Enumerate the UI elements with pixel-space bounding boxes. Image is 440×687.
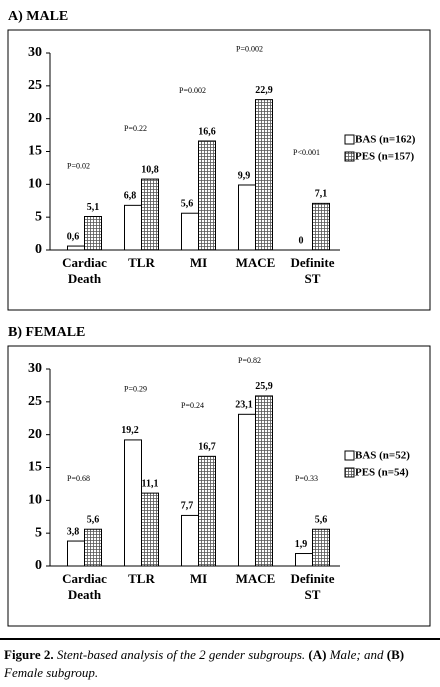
panel-title: A) MALE <box>8 9 68 24</box>
value-label: 6,8 <box>124 191 137 202</box>
value-label: 22,9 <box>255 85 273 96</box>
bar <box>198 140 216 251</box>
bar <box>141 492 159 567</box>
value-label: 7,1 <box>315 189 328 200</box>
y-tick-label: 25 <box>28 78 42 93</box>
y-tick-label: 10 <box>28 493 42 508</box>
value-label: 25,9 <box>255 381 273 392</box>
y-tick-label: 15 <box>28 460 42 475</box>
y-tick-label: 10 <box>28 177 42 192</box>
value-label: 11,1 <box>142 478 159 489</box>
value-label: 5,6 <box>315 515 328 526</box>
p-value: P=0.33 <box>295 474 318 483</box>
y-tick-label: 5 <box>35 525 42 540</box>
value-label: 7,7 <box>181 501 194 512</box>
legend-label: PES (n=54) <box>355 467 409 479</box>
x-tick-label: TLR <box>128 255 155 270</box>
p-value: P=0.68 <box>67 474 90 483</box>
bar <box>255 99 273 251</box>
legend-swatch <box>344 450 355 461</box>
p-value: P=0.02 <box>67 161 90 170</box>
x-tick-label: Cardiac Death <box>62 255 107 286</box>
p-value: P=0.82 <box>238 356 261 365</box>
bar <box>312 202 330 251</box>
caption-text: Female subgroup. <box>4 665 99 680</box>
bar <box>181 212 199 251</box>
bar <box>295 553 313 567</box>
value-label: 0,6 <box>67 231 80 242</box>
p-value: P=0.002 <box>179 86 206 95</box>
legend-swatch <box>344 151 355 162</box>
x-tick-label: MI <box>189 255 208 270</box>
bar <box>238 184 256 251</box>
bar <box>84 528 102 567</box>
x-tick-label: MACE <box>235 255 276 270</box>
bar <box>198 455 216 567</box>
y-tick-label: 20 <box>28 111 42 126</box>
value-label: 9,9 <box>238 170 251 181</box>
y-tick-label: 20 <box>28 427 42 442</box>
value-label: 5,1 <box>87 202 100 213</box>
value-label: 23,1 <box>235 400 253 411</box>
value-label: 1,9 <box>295 539 308 550</box>
x-tick-label: Definite ST <box>290 571 335 602</box>
y-tick-label: 30 <box>28 45 42 60</box>
legend-swatch <box>344 134 355 145</box>
value-label: 5,6 <box>87 515 100 526</box>
bar <box>124 204 142 251</box>
caption-text: Figure 2. <box>4 647 54 662</box>
value-label: 19,2 <box>121 425 139 436</box>
bar <box>312 528 330 567</box>
bar <box>124 439 142 567</box>
bar <box>255 395 273 567</box>
caption-text: Male; and <box>329 647 384 662</box>
x-tick-label: MI <box>189 571 208 586</box>
caption-rule <box>0 638 440 640</box>
x-tick-label: Cardiac Death <box>62 571 107 602</box>
caption-text: Stent-based analysis of the 2 gender sub… <box>56 647 306 662</box>
value-label: 10,8 <box>141 164 159 175</box>
value-label: 0 <box>299 235 304 246</box>
panel-frame <box>7 345 431 627</box>
bar <box>67 245 85 251</box>
bar <box>84 216 102 251</box>
value-label: 16,7 <box>198 442 216 453</box>
caption: Figure 2. Stent-based analysis of the 2 … <box>4 646 436 682</box>
y-tick-label: 0 <box>35 558 42 573</box>
y-tick-label: 15 <box>28 144 42 159</box>
panel-title: B) FEMALE <box>8 325 85 340</box>
bar <box>141 178 159 251</box>
y-tick-label: 5 <box>35 209 42 224</box>
p-value: P<0.001 <box>293 148 320 157</box>
value-label: 5,6 <box>181 199 194 210</box>
caption-text: (A) <box>308 647 327 662</box>
legend-label: BAS (n=52) <box>355 450 410 462</box>
bar <box>181 514 199 567</box>
y-tick-label: 30 <box>28 361 42 376</box>
p-value: P=0.22 <box>124 124 147 133</box>
legend-label: BAS (n=162) <box>355 134 416 146</box>
bar <box>67 540 85 567</box>
legend-swatch <box>344 467 355 478</box>
bar <box>238 413 256 567</box>
caption-text: (B) <box>386 647 405 662</box>
y-tick-label: 25 <box>28 394 42 409</box>
x-tick-label: Definite ST <box>290 255 335 286</box>
value-label: 16,6 <box>198 126 216 137</box>
p-value: P=0.002 <box>236 44 263 53</box>
y-tick-label: 0 <box>35 242 42 257</box>
p-value: P=0.24 <box>181 401 204 410</box>
x-tick-label: TLR <box>128 571 155 586</box>
value-label: 3,8 <box>67 526 80 537</box>
p-value: P=0.29 <box>124 385 147 394</box>
panel-frame <box>7 29 431 311</box>
legend-label: PES (n=157) <box>355 151 414 163</box>
x-tick-label: MACE <box>235 571 276 586</box>
